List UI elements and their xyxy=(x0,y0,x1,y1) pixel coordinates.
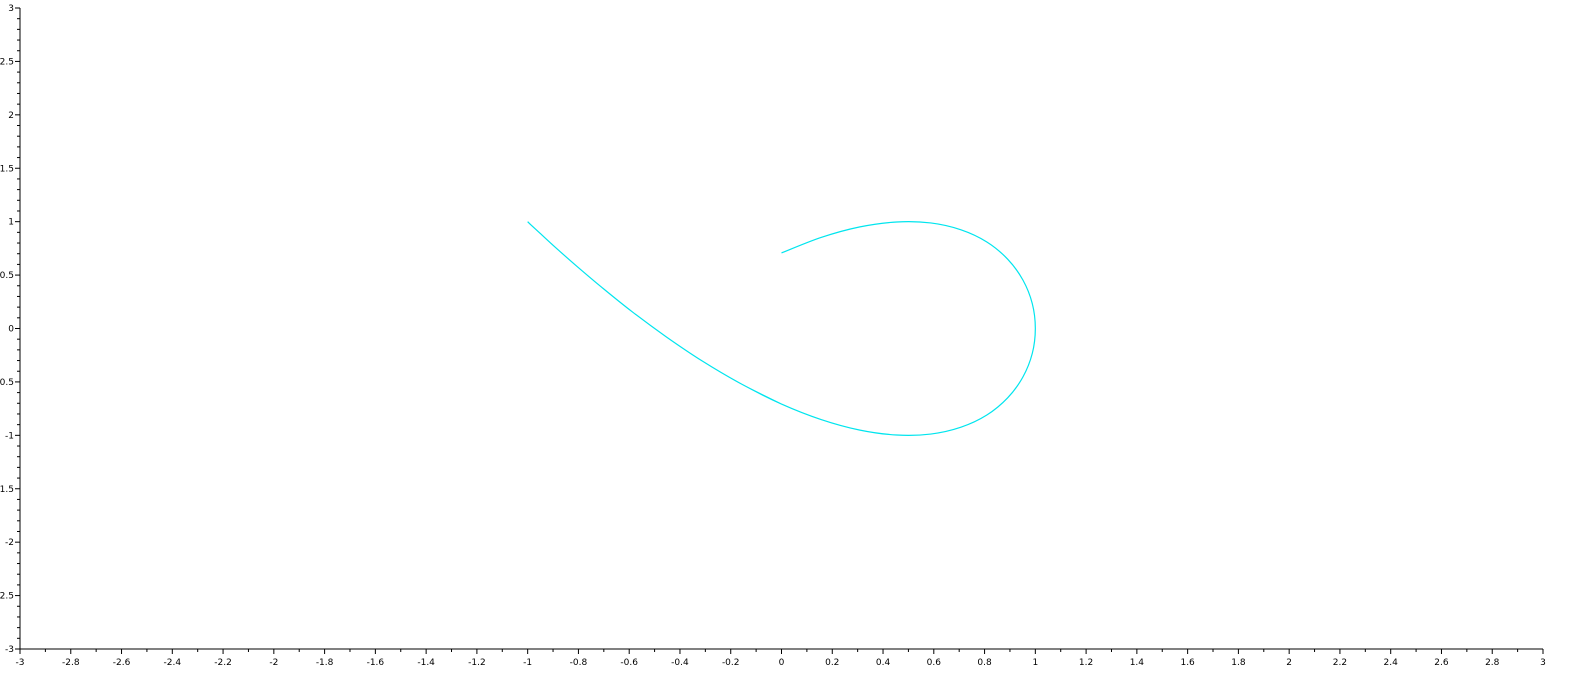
x-tick-label: -2.2 xyxy=(214,658,232,668)
series-line xyxy=(527,221,1036,436)
y-tick-label: 2.5 xyxy=(0,57,14,67)
x-tick-label: 1.4 xyxy=(1130,658,1145,668)
y-tick-label: 1 xyxy=(8,218,14,228)
y-tick-label: -3 xyxy=(5,645,14,655)
y-tick-label: -2 xyxy=(5,538,14,548)
x-tick-label: -0.2 xyxy=(722,658,740,668)
x-tick-label: 0.8 xyxy=(977,658,992,668)
y-tick-label: -2.5 xyxy=(0,592,14,602)
x-tick-label: -0.6 xyxy=(620,658,638,668)
x-tick-label: 2.2 xyxy=(1333,658,1347,668)
x-tick-label: 0.6 xyxy=(927,658,942,668)
x-tick-label: -2.8 xyxy=(62,658,80,668)
x-tick-label: 0.2 xyxy=(825,658,839,668)
x-ticks: -3 -2.8 -2.6 -2.4 -2.2 -2 -1.8 -1.6 -1.4 -1.2 -1 -0… xyxy=(16,649,1546,668)
y-tick-label: -1 xyxy=(5,431,14,441)
x-tick-label: 1.8 xyxy=(1231,658,1246,668)
x-tick-label: -2.4 xyxy=(164,658,182,668)
y-tick-label: 1.5 xyxy=(0,164,14,174)
x-tick-label: 2.4 xyxy=(1384,658,1399,668)
x-tick-label: 3 xyxy=(1540,658,1546,668)
x-tick-label: 0 xyxy=(779,658,785,668)
x-tick-label: -3 xyxy=(16,658,25,668)
x-tick-label: 1 xyxy=(1032,658,1038,668)
y-ticks: 3 2.5 2 1.5 1 0.5 0 -0.5 -1 -1.5 -2 -2.5 -3 xyxy=(0,4,20,655)
axes xyxy=(19,8,1543,650)
y-tick-label: 0 xyxy=(8,325,14,335)
x-tick-label: 2 xyxy=(1286,658,1292,668)
x-tick-label: -1.4 xyxy=(417,658,435,668)
x-tick-label: -1.2 xyxy=(468,658,486,668)
x-tick-label: 1.6 xyxy=(1180,658,1195,668)
x-tick-label: 2.6 xyxy=(1434,658,1449,668)
x-tick-label: -2 xyxy=(269,658,278,668)
x-tick-label: -1.6 xyxy=(367,658,385,668)
y-tick-label: 0.5 xyxy=(0,271,14,281)
x-tick-label: -2.6 xyxy=(113,658,131,668)
y-tick-label: -1.5 xyxy=(0,485,14,495)
x-tick-label: 2.8 xyxy=(1485,658,1500,668)
x-tick-label: -0.4 xyxy=(671,658,689,668)
x-tick-label: -1 xyxy=(523,658,532,668)
x-tick-label: -1.8 xyxy=(316,658,334,668)
series-layer xyxy=(527,221,1036,436)
x-tick-label: 1.2 xyxy=(1079,658,1093,668)
y-tick-label: -0.5 xyxy=(0,378,14,388)
x-tick-label: 0.4 xyxy=(876,658,891,668)
y-tick-label: 3 xyxy=(8,4,14,14)
y-tick-label: 2 xyxy=(8,111,14,121)
x-tick-label: -0.8 xyxy=(570,658,588,668)
